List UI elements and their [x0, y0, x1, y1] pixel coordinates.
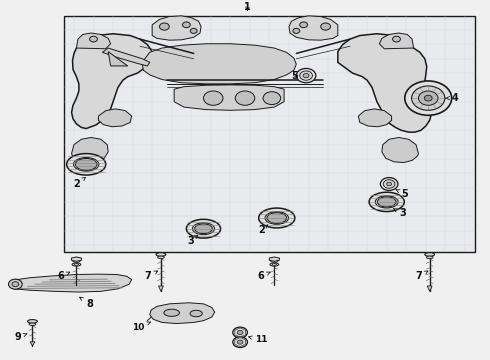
Text: 9: 9: [15, 332, 27, 342]
Polygon shape: [30, 342, 35, 346]
Ellipse shape: [156, 253, 166, 256]
Circle shape: [392, 36, 400, 42]
Circle shape: [424, 95, 432, 101]
Polygon shape: [76, 33, 111, 49]
Circle shape: [387, 182, 392, 186]
Ellipse shape: [74, 264, 78, 265]
Circle shape: [263, 92, 281, 104]
Polygon shape: [72, 257, 81, 261]
Polygon shape: [174, 85, 284, 110]
Circle shape: [300, 71, 313, 80]
Text: 10: 10: [132, 322, 150, 332]
Text: 1: 1: [244, 2, 251, 12]
Circle shape: [233, 327, 247, 338]
Ellipse shape: [270, 263, 279, 266]
Ellipse shape: [377, 197, 396, 207]
Circle shape: [237, 340, 243, 344]
Circle shape: [412, 86, 445, 110]
Ellipse shape: [193, 223, 215, 235]
Ellipse shape: [164, 309, 179, 316]
Circle shape: [380, 177, 398, 190]
Ellipse shape: [67, 154, 106, 175]
Ellipse shape: [259, 208, 295, 228]
Circle shape: [405, 81, 452, 115]
Polygon shape: [98, 109, 132, 127]
Circle shape: [293, 28, 300, 33]
Ellipse shape: [195, 224, 212, 234]
Ellipse shape: [425, 253, 435, 256]
Text: 7: 7: [145, 271, 158, 281]
Polygon shape: [72, 34, 152, 129]
Polygon shape: [379, 33, 414, 49]
Ellipse shape: [27, 320, 37, 323]
Ellipse shape: [186, 219, 220, 238]
Circle shape: [203, 91, 223, 105]
Text: 2: 2: [258, 225, 268, 235]
Polygon shape: [72, 138, 108, 162]
Ellipse shape: [369, 192, 404, 212]
Ellipse shape: [75, 158, 97, 170]
FancyBboxPatch shape: [64, 16, 475, 252]
Ellipse shape: [190, 310, 202, 317]
Ellipse shape: [272, 264, 276, 265]
Ellipse shape: [73, 259, 80, 262]
Polygon shape: [10, 274, 132, 292]
Text: 11: 11: [248, 335, 267, 344]
Circle shape: [233, 337, 247, 347]
Polygon shape: [150, 303, 215, 324]
Polygon shape: [358, 109, 392, 127]
Polygon shape: [269, 257, 279, 261]
Text: 7: 7: [415, 271, 428, 281]
Circle shape: [90, 36, 98, 42]
Circle shape: [8, 279, 22, 289]
Ellipse shape: [267, 213, 287, 223]
Circle shape: [237, 330, 243, 334]
Circle shape: [383, 180, 395, 188]
Polygon shape: [143, 44, 296, 84]
Ellipse shape: [158, 256, 164, 258]
Ellipse shape: [375, 196, 398, 208]
Circle shape: [321, 23, 331, 30]
Ellipse shape: [72, 263, 81, 266]
Polygon shape: [159, 286, 163, 291]
Text: 6: 6: [258, 271, 270, 281]
Text: 5: 5: [292, 71, 298, 81]
Circle shape: [418, 91, 438, 105]
Circle shape: [159, 23, 169, 30]
Polygon shape: [108, 51, 128, 66]
Circle shape: [182, 22, 190, 28]
Text: 5: 5: [396, 189, 408, 199]
Polygon shape: [102, 48, 150, 66]
Circle shape: [12, 282, 19, 287]
Polygon shape: [382, 138, 418, 162]
Circle shape: [235, 91, 255, 105]
Polygon shape: [338, 34, 432, 132]
Text: 8: 8: [80, 297, 93, 309]
Text: 3: 3: [393, 208, 406, 218]
Ellipse shape: [29, 323, 36, 325]
Text: 3: 3: [187, 235, 198, 246]
Text: 4: 4: [445, 93, 458, 103]
Circle shape: [303, 73, 309, 78]
Ellipse shape: [74, 158, 99, 171]
Circle shape: [300, 22, 308, 28]
Polygon shape: [152, 16, 201, 40]
Polygon shape: [427, 286, 432, 291]
Polygon shape: [289, 16, 338, 40]
Ellipse shape: [265, 212, 289, 224]
Circle shape: [190, 28, 197, 33]
Ellipse shape: [426, 256, 433, 258]
Text: 6: 6: [57, 271, 70, 281]
Text: 2: 2: [73, 177, 85, 189]
Ellipse shape: [270, 259, 278, 262]
Circle shape: [296, 68, 316, 83]
